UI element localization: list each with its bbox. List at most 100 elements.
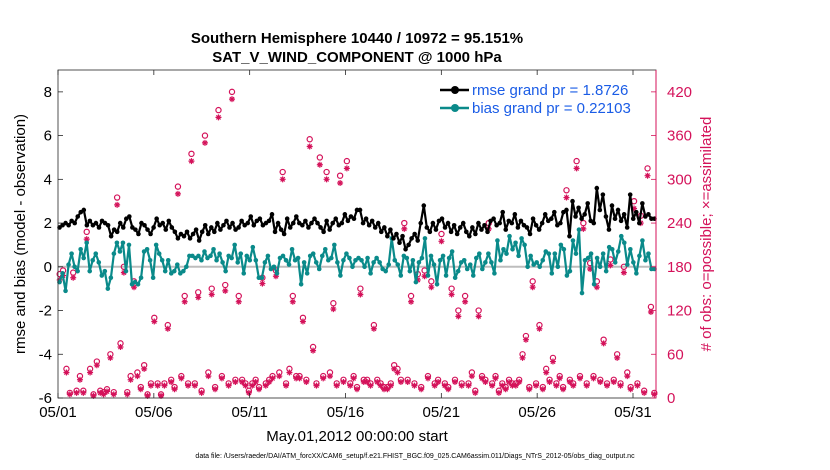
obs-possible-point [580,219,587,227]
rmse-point [239,218,244,224]
obs-assimilated-point [117,343,124,350]
obs-assimilated-point [316,161,323,168]
obs-assimilated-point [492,375,499,382]
obs-assimilated-point [212,386,219,393]
obs-assimilated-point [539,386,546,393]
obs-possible-point [620,263,628,270]
obs-assimilated-point [624,373,631,380]
obs-possible-point [228,88,236,96]
obs-assimilated-point [563,194,570,201]
obs-assimilated-point [171,386,178,393]
rmse-point [609,203,615,208]
obs-assimilated-point [93,362,100,369]
bias-point [646,251,651,256]
obs-assimilated-point [604,382,611,389]
obs-assimilated-point [242,382,249,389]
bias-point [253,257,259,263]
obs-assimilated-point [590,375,597,382]
bias-point [171,268,177,274]
obs-assimilated-point [404,378,411,385]
bias-point [477,251,482,256]
bias-point [461,257,467,263]
rmse-point [433,227,439,232]
obs-possible-point [343,157,351,165]
rmse-point [509,220,515,226]
obs-assimilated-point [526,386,533,393]
obs-assimilated-point [553,382,560,389]
bias-point [621,240,627,246]
rmse-point [202,222,208,228]
bias-point [398,273,404,278]
obs-assimilated-point [617,382,624,389]
obs-assimilated-point [306,143,313,150]
obs-possible-point [279,168,286,176]
obs-assimilated-point [414,276,421,283]
bias-point [295,255,301,261]
rmse-point [451,222,457,228]
bias-point [480,266,485,272]
bias-point [501,247,506,252]
rmse-point [621,212,627,217]
obs-assimilated-point [391,365,398,372]
obs-assimilated-point [455,313,462,320]
obs-assimilated-point [347,382,354,389]
bias-point [196,253,201,259]
bias-point [156,251,162,256]
obs-assimilated-point [468,373,475,380]
bias-point [241,271,247,276]
rmse-point [585,201,591,206]
obs-assimilated-point [634,382,641,389]
rmse-point [184,229,190,235]
bias-point [165,257,171,263]
obs-assimilated-point [506,378,513,385]
bias-point [510,247,515,252]
obs-possible-point [323,168,330,176]
obs-assimilated-point [614,354,621,361]
obs-assimilated-point [495,389,502,396]
bias-point [597,264,603,270]
bias-point [135,281,141,287]
obs-assimilated-point [458,382,465,389]
rmse-point [290,220,296,226]
bias-point [250,244,256,250]
y-tick-label-left: -2 [39,303,52,320]
rmse-point [117,220,123,226]
rmse-point [360,220,366,226]
rmse-point [606,227,612,232]
rmse-point [518,218,524,224]
bias-point [546,251,552,256]
obs-assimilated-point [158,392,165,399]
x-axis-label: May.01,2012 00:00:00 start [266,428,448,445]
bias-point [537,264,543,270]
obs-assimilated-point [631,205,638,212]
rmse-point [594,185,600,191]
obs-assimilated-point [286,369,293,376]
bias-point [618,233,624,239]
bias-point [211,247,216,252]
obs-possible-point [644,165,651,172]
obs-assimilated-point [451,378,458,385]
bias-point [443,273,449,278]
rmse-point [187,236,193,241]
rmse-point [181,233,187,239]
bias-point [344,251,349,256]
bias-point [208,253,213,259]
bias-point [102,268,108,274]
rmse-point [603,214,609,219]
bias-point [631,260,636,265]
bias-point [473,255,479,261]
rmse-point [148,231,153,237]
obs-assimilated-point [357,291,364,298]
bias-point [452,275,458,281]
rmse-point [378,229,384,235]
bias-point [365,255,370,261]
obs-assimilated-point [367,382,374,389]
bias-point [274,271,280,276]
obs-assimilated-point [445,386,452,393]
obs-assimilated-point [475,313,482,320]
obs-assimilated-point [289,298,296,305]
bias-point [489,260,494,265]
bias-point [483,260,488,265]
obs-assimilated-point [262,382,269,389]
rmse-point [166,218,172,224]
